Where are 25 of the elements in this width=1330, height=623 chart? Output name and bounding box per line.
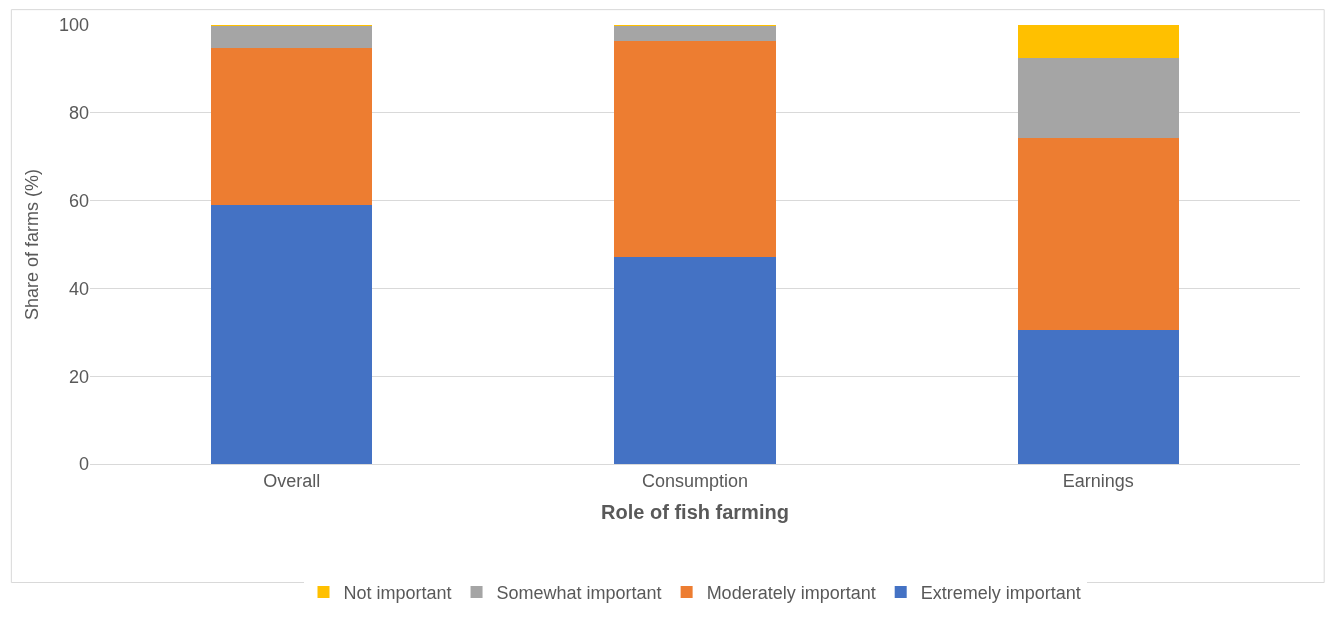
y-tick-label: 80 (68, 103, 89, 124)
x-tick-label: Consumption (641, 470, 749, 491)
y-tick-label: 20 (68, 366, 89, 387)
bar (211, 204, 373, 464)
x-tick-label: Earnings (1062, 470, 1134, 491)
x-axis-title: Role of fish farming (601, 501, 789, 524)
x-tick-label: Overall (263, 470, 321, 491)
legend-label: Extremely important (920, 582, 1081, 603)
legend-label: Somewhat important (496, 582, 662, 603)
bar (211, 25, 373, 48)
bar (1017, 138, 1179, 331)
y-axis-title: Share of farms (%) (22, 168, 43, 321)
bar (211, 47, 373, 205)
y-tick-label: 0 (78, 454, 89, 475)
bar (614, 40, 776, 258)
y-tick-label: 40 (68, 278, 89, 299)
bar (1017, 330, 1179, 464)
y-tick-label: 100 (58, 15, 89, 36)
legend-label: Not important (343, 582, 452, 603)
y-tick-label: 60 (68, 190, 89, 211)
legend-label: Moderately important (706, 582, 876, 603)
bar (1017, 58, 1179, 139)
bar (614, 25, 776, 41)
bar (614, 257, 776, 464)
bar (1017, 25, 1179, 59)
